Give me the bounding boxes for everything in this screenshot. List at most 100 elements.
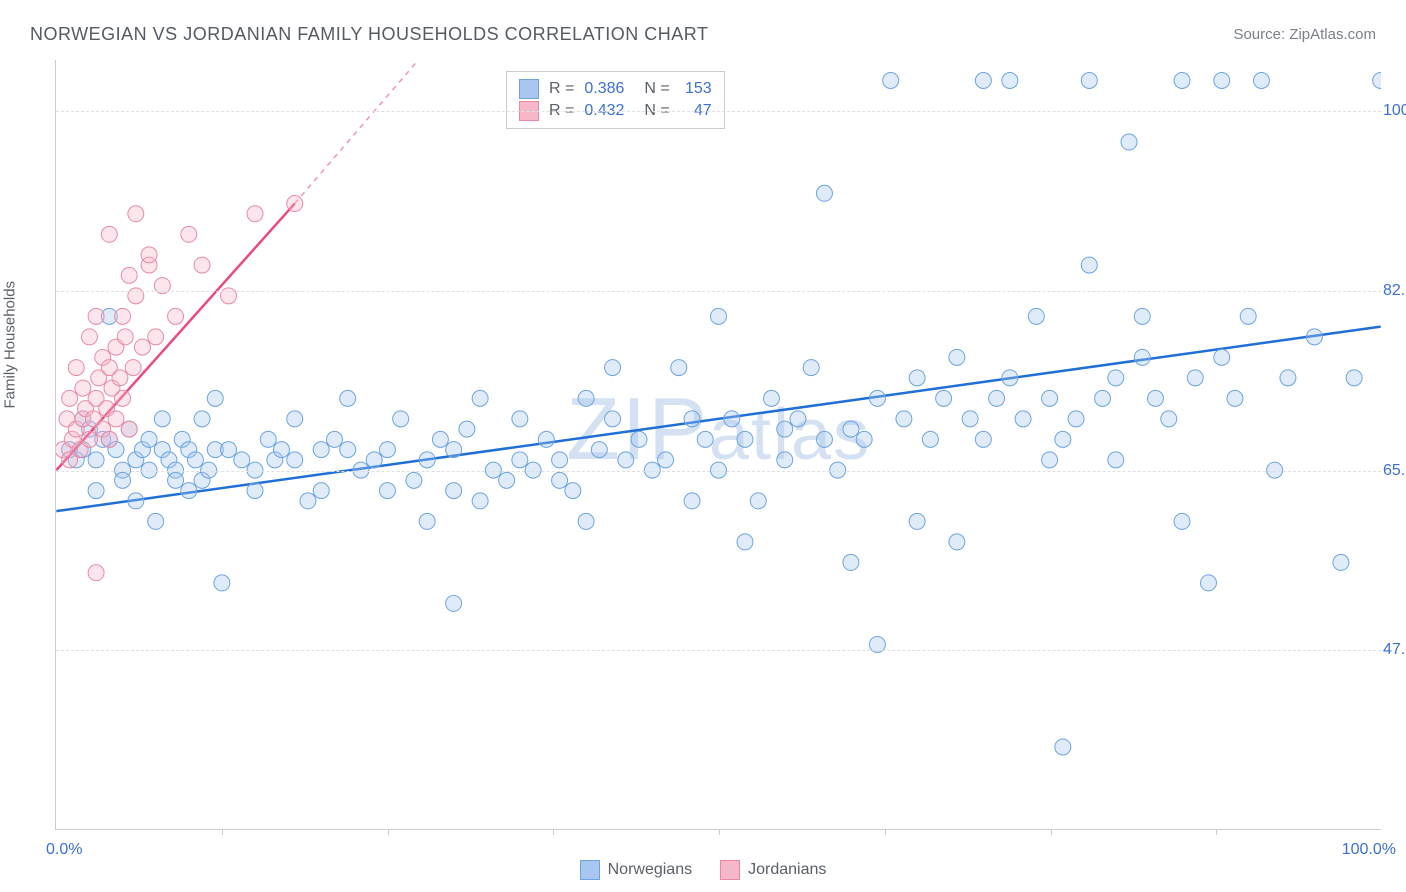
x-tick [553, 829, 554, 835]
scatter-point [141, 431, 157, 447]
scatter-point [711, 308, 727, 324]
scatter-point [843, 554, 859, 570]
scatter-point [658, 452, 674, 468]
scatter-point [1187, 370, 1203, 386]
gridline-h [56, 650, 1381, 651]
scatter-point [128, 493, 144, 509]
scatter-point [446, 483, 462, 499]
scatter-point [121, 421, 137, 437]
trendline-extension [295, 60, 480, 204]
scatter-point [790, 411, 806, 427]
scatter-point [68, 360, 84, 376]
scatter-point [1214, 349, 1230, 365]
scatter-point [922, 431, 938, 447]
scatter-point [247, 483, 263, 499]
scatter-point [1055, 431, 1071, 447]
scatter-point [115, 390, 131, 406]
scatter-point [1002, 73, 1018, 89]
scatter-point [737, 534, 753, 550]
scatter-point [148, 513, 164, 529]
scatter-point [154, 411, 170, 427]
scatter-point [512, 411, 528, 427]
scatter-point [207, 390, 223, 406]
scatter-point [1174, 73, 1190, 89]
scatter-point [1108, 452, 1124, 468]
scatter-point [340, 390, 356, 406]
scatter-point [909, 370, 925, 386]
scatter-point [1200, 575, 1216, 591]
scatter-point [552, 472, 568, 488]
plot-area: ZIPatlas R = 0.386 N = 153 R = 0.432 N =… [55, 60, 1381, 830]
x-tick [719, 829, 720, 835]
scatter-point [552, 452, 568, 468]
scatter-point [221, 442, 237, 458]
scatter-point [300, 493, 316, 509]
scatter-point [128, 206, 144, 222]
scatter-point [975, 73, 991, 89]
gridline-h [56, 111, 1381, 112]
scatter-point [1121, 134, 1137, 150]
scatter-point [1068, 411, 1084, 427]
scatter-point [273, 442, 289, 458]
scatter-point [393, 411, 409, 427]
scatter-point [618, 452, 634, 468]
scatter-point [750, 493, 766, 509]
scatter-point [1134, 308, 1150, 324]
scatter-point [962, 411, 978, 427]
scatter-point [605, 411, 621, 427]
scatter-point [108, 411, 124, 427]
scatter-point [419, 513, 435, 529]
y-tick-label: 65.0% [1383, 462, 1406, 480]
scatter-point [1174, 513, 1190, 529]
scatter-point [1081, 73, 1097, 89]
scatter-point [605, 360, 621, 376]
scatter-point [75, 380, 91, 396]
scatter-point [81, 329, 97, 345]
scatter-point [125, 360, 141, 376]
scatter-point [684, 411, 700, 427]
chart-title: NORWEGIAN VS JORDANIAN FAMILY HOUSEHOLDS… [30, 24, 708, 45]
scatter-point [62, 390, 78, 406]
scatter-point [1015, 411, 1031, 427]
scatter-point [816, 431, 832, 447]
scatter-point [1095, 390, 1111, 406]
scatter-point [81, 431, 97, 447]
scatter-point [101, 226, 117, 242]
scatter-point [101, 431, 117, 447]
legend-swatch [580, 860, 600, 880]
scatter-point [909, 513, 925, 529]
scatter-point [313, 442, 329, 458]
scatter-point [949, 349, 965, 365]
scatter-point [896, 411, 912, 427]
scatter-point [1240, 308, 1256, 324]
scatter-point [1227, 390, 1243, 406]
scatter-point [326, 431, 342, 447]
scatter-point [234, 452, 250, 468]
scatter-point [115, 472, 131, 488]
scatter-point [88, 308, 104, 324]
x-tick [1216, 829, 1217, 835]
scatter-point [1161, 411, 1177, 427]
scatter-point [366, 452, 382, 468]
scatter-point [499, 472, 515, 488]
legend-swatch [519, 79, 539, 99]
scatter-point [287, 452, 303, 468]
x-tick [388, 829, 389, 835]
scatter-point [883, 73, 899, 89]
scatter-point [287, 196, 303, 212]
scatter-point [684, 493, 700, 509]
scatter-point [1253, 73, 1269, 89]
scatter-point [88, 452, 104, 468]
scatter-point [1346, 370, 1362, 386]
scatter-point [1306, 329, 1322, 345]
scatter-point [379, 442, 395, 458]
legend-label: Norwegians [608, 861, 692, 879]
legend-stats-row: R = 0.386 N = 153 [519, 78, 712, 100]
scatter-point [843, 421, 859, 437]
x-tick [222, 829, 223, 835]
scatter-point [763, 390, 779, 406]
scatter-point [816, 185, 832, 201]
scatter-point [187, 452, 203, 468]
scatter-point [777, 421, 793, 437]
scatter-point [1042, 452, 1058, 468]
